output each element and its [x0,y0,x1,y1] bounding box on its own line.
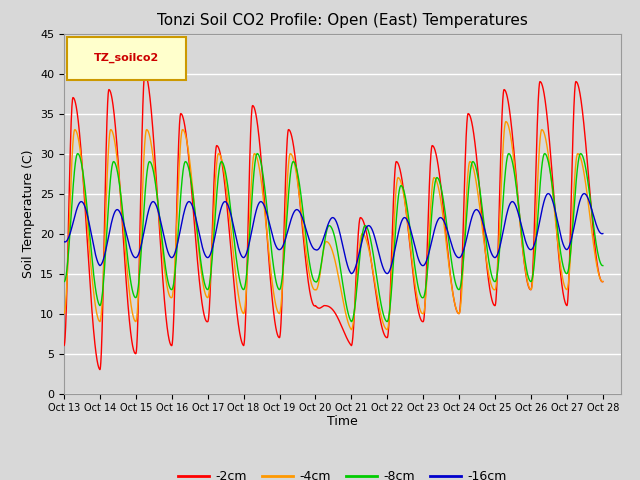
Title: Tonzi Soil CO2 Profile: Open (East) Temperatures: Tonzi Soil CO2 Profile: Open (East) Temp… [157,13,528,28]
Legend: -2cm, -4cm, -8cm, -16cm: -2cm, -4cm, -8cm, -16cm [173,465,512,480]
FancyBboxPatch shape [67,37,186,80]
Y-axis label: Soil Temperature (C): Soil Temperature (C) [22,149,35,278]
Text: TZ_soilco2: TZ_soilco2 [93,53,159,63]
X-axis label: Time: Time [327,415,358,428]
